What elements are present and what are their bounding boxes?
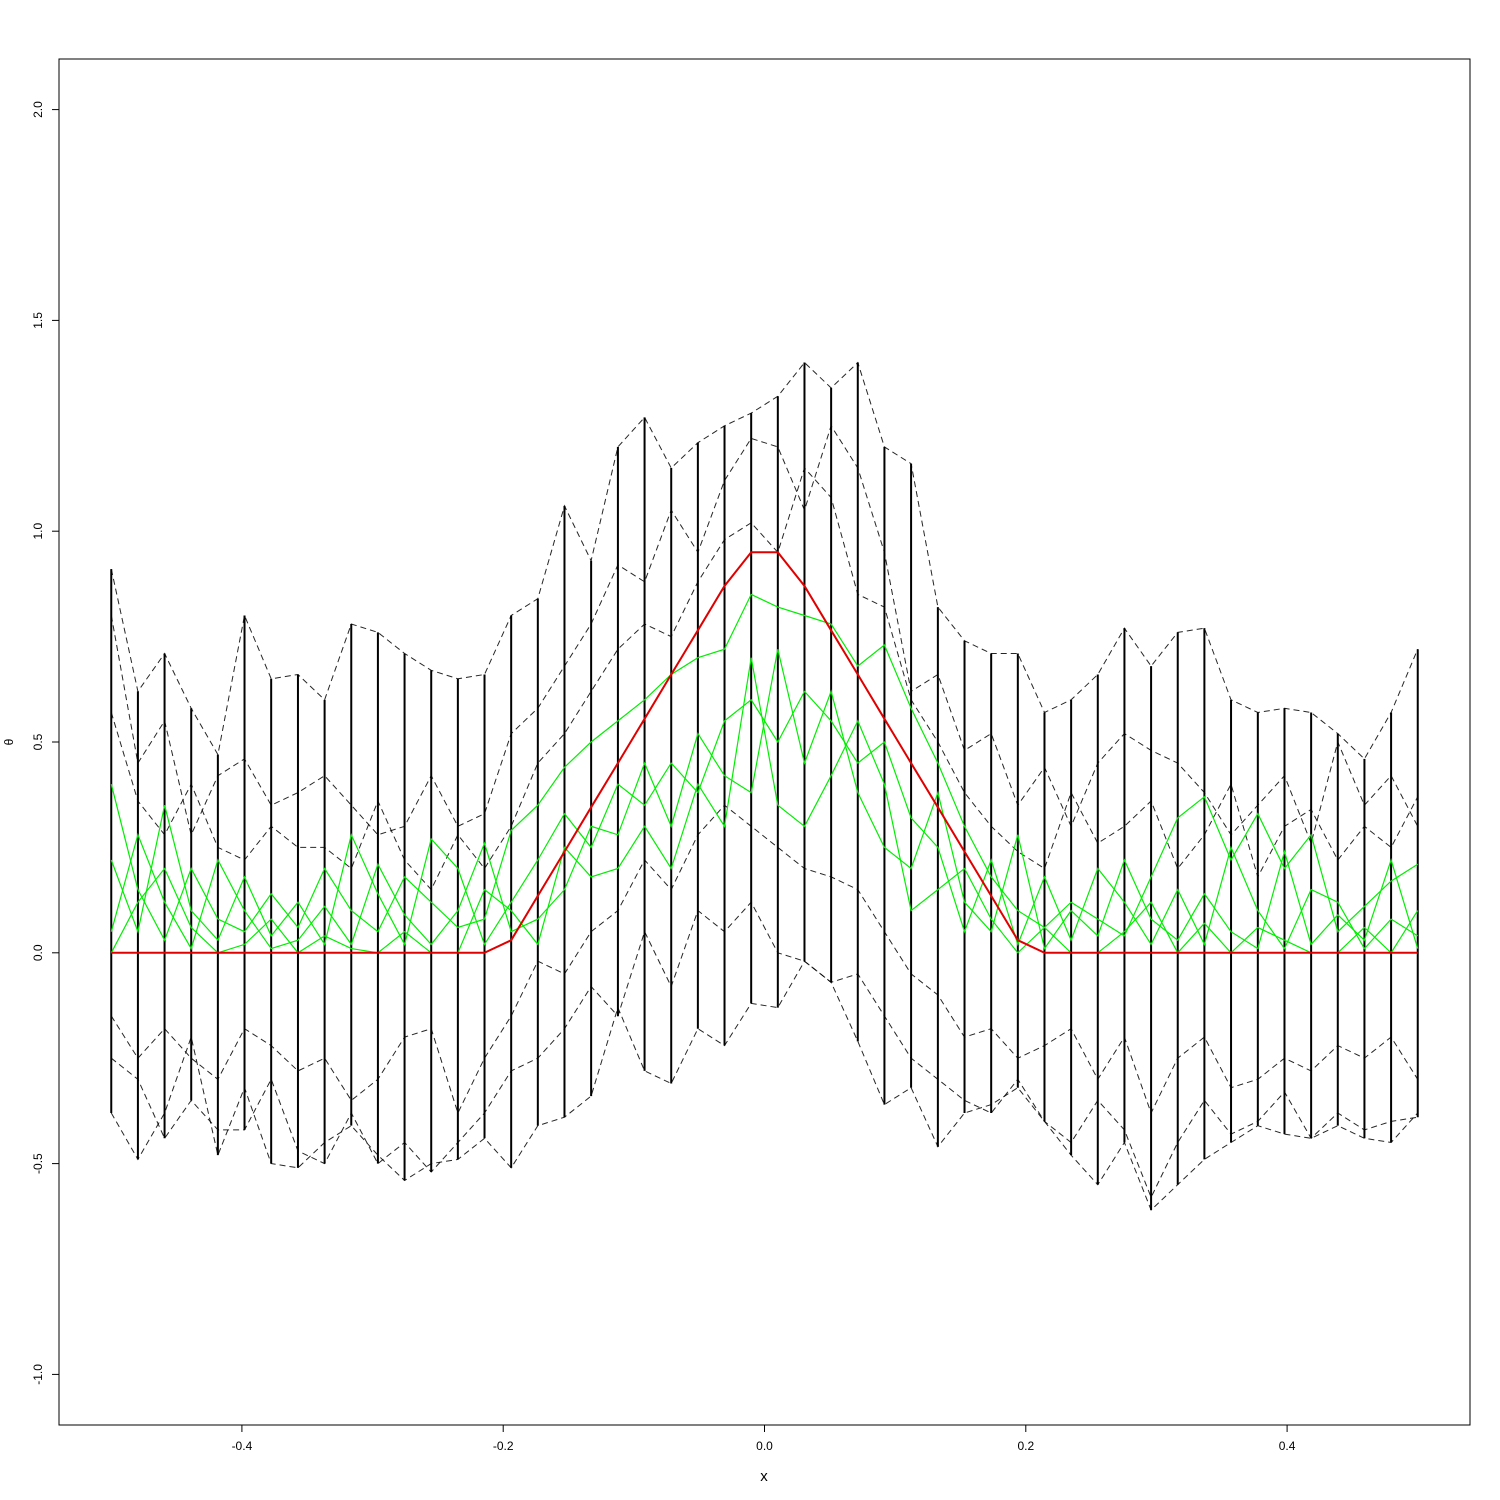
estimate-series-line — [110, 593, 1419, 942]
true-curve-line — [111, 551, 1418, 954]
band-series-line — [110, 804, 1419, 1115]
estimate-series-line — [110, 649, 1419, 951]
interval-ticks-layer — [110, 362, 1419, 1210]
y-axis-title: θ — [2, 738, 16, 745]
x-tick-label: 0.4 — [1279, 1439, 1296, 1453]
band-series-line — [110, 467, 1419, 891]
x-axis-title: x — [760, 1468, 768, 1485]
band-series-line — [110, 960, 1419, 1211]
x-axis: -0.4 -0.2 0.0 0.2 0.4 — [232, 1424, 1296, 1453]
y-tick-label: 2.0 — [31, 101, 45, 118]
y-axis: -1.0 -0.5 0.0 0.5 1.0 1.5 2.0 — [31, 101, 60, 1385]
band-series-layer — [110, 361, 1419, 1211]
x-tick-label: 0.0 — [756, 1439, 773, 1453]
y-tick-label: 0.0 — [31, 944, 45, 961]
y-tick-label: -0.5 — [31, 1153, 45, 1174]
estimate-series-line — [110, 657, 1419, 954]
x-tick-label: 0.2 — [1017, 1439, 1034, 1453]
y-tick-label: -1.0 — [31, 1364, 45, 1385]
estimate-series-layer — [110, 593, 1419, 954]
true-curve-layer — [111, 551, 1418, 954]
x-tick-label: -0.2 — [493, 1439, 514, 1453]
band-series-line — [110, 361, 1419, 760]
band-series-line — [110, 424, 1419, 845]
y-tick-label: 1.0 — [31, 523, 45, 540]
x-tick-label: -0.4 — [232, 1439, 253, 1453]
y-tick-label: 0.5 — [31, 733, 45, 750]
band-series-line — [110, 901, 1418, 1199]
y-tick-label: 1.5 — [31, 312, 45, 329]
